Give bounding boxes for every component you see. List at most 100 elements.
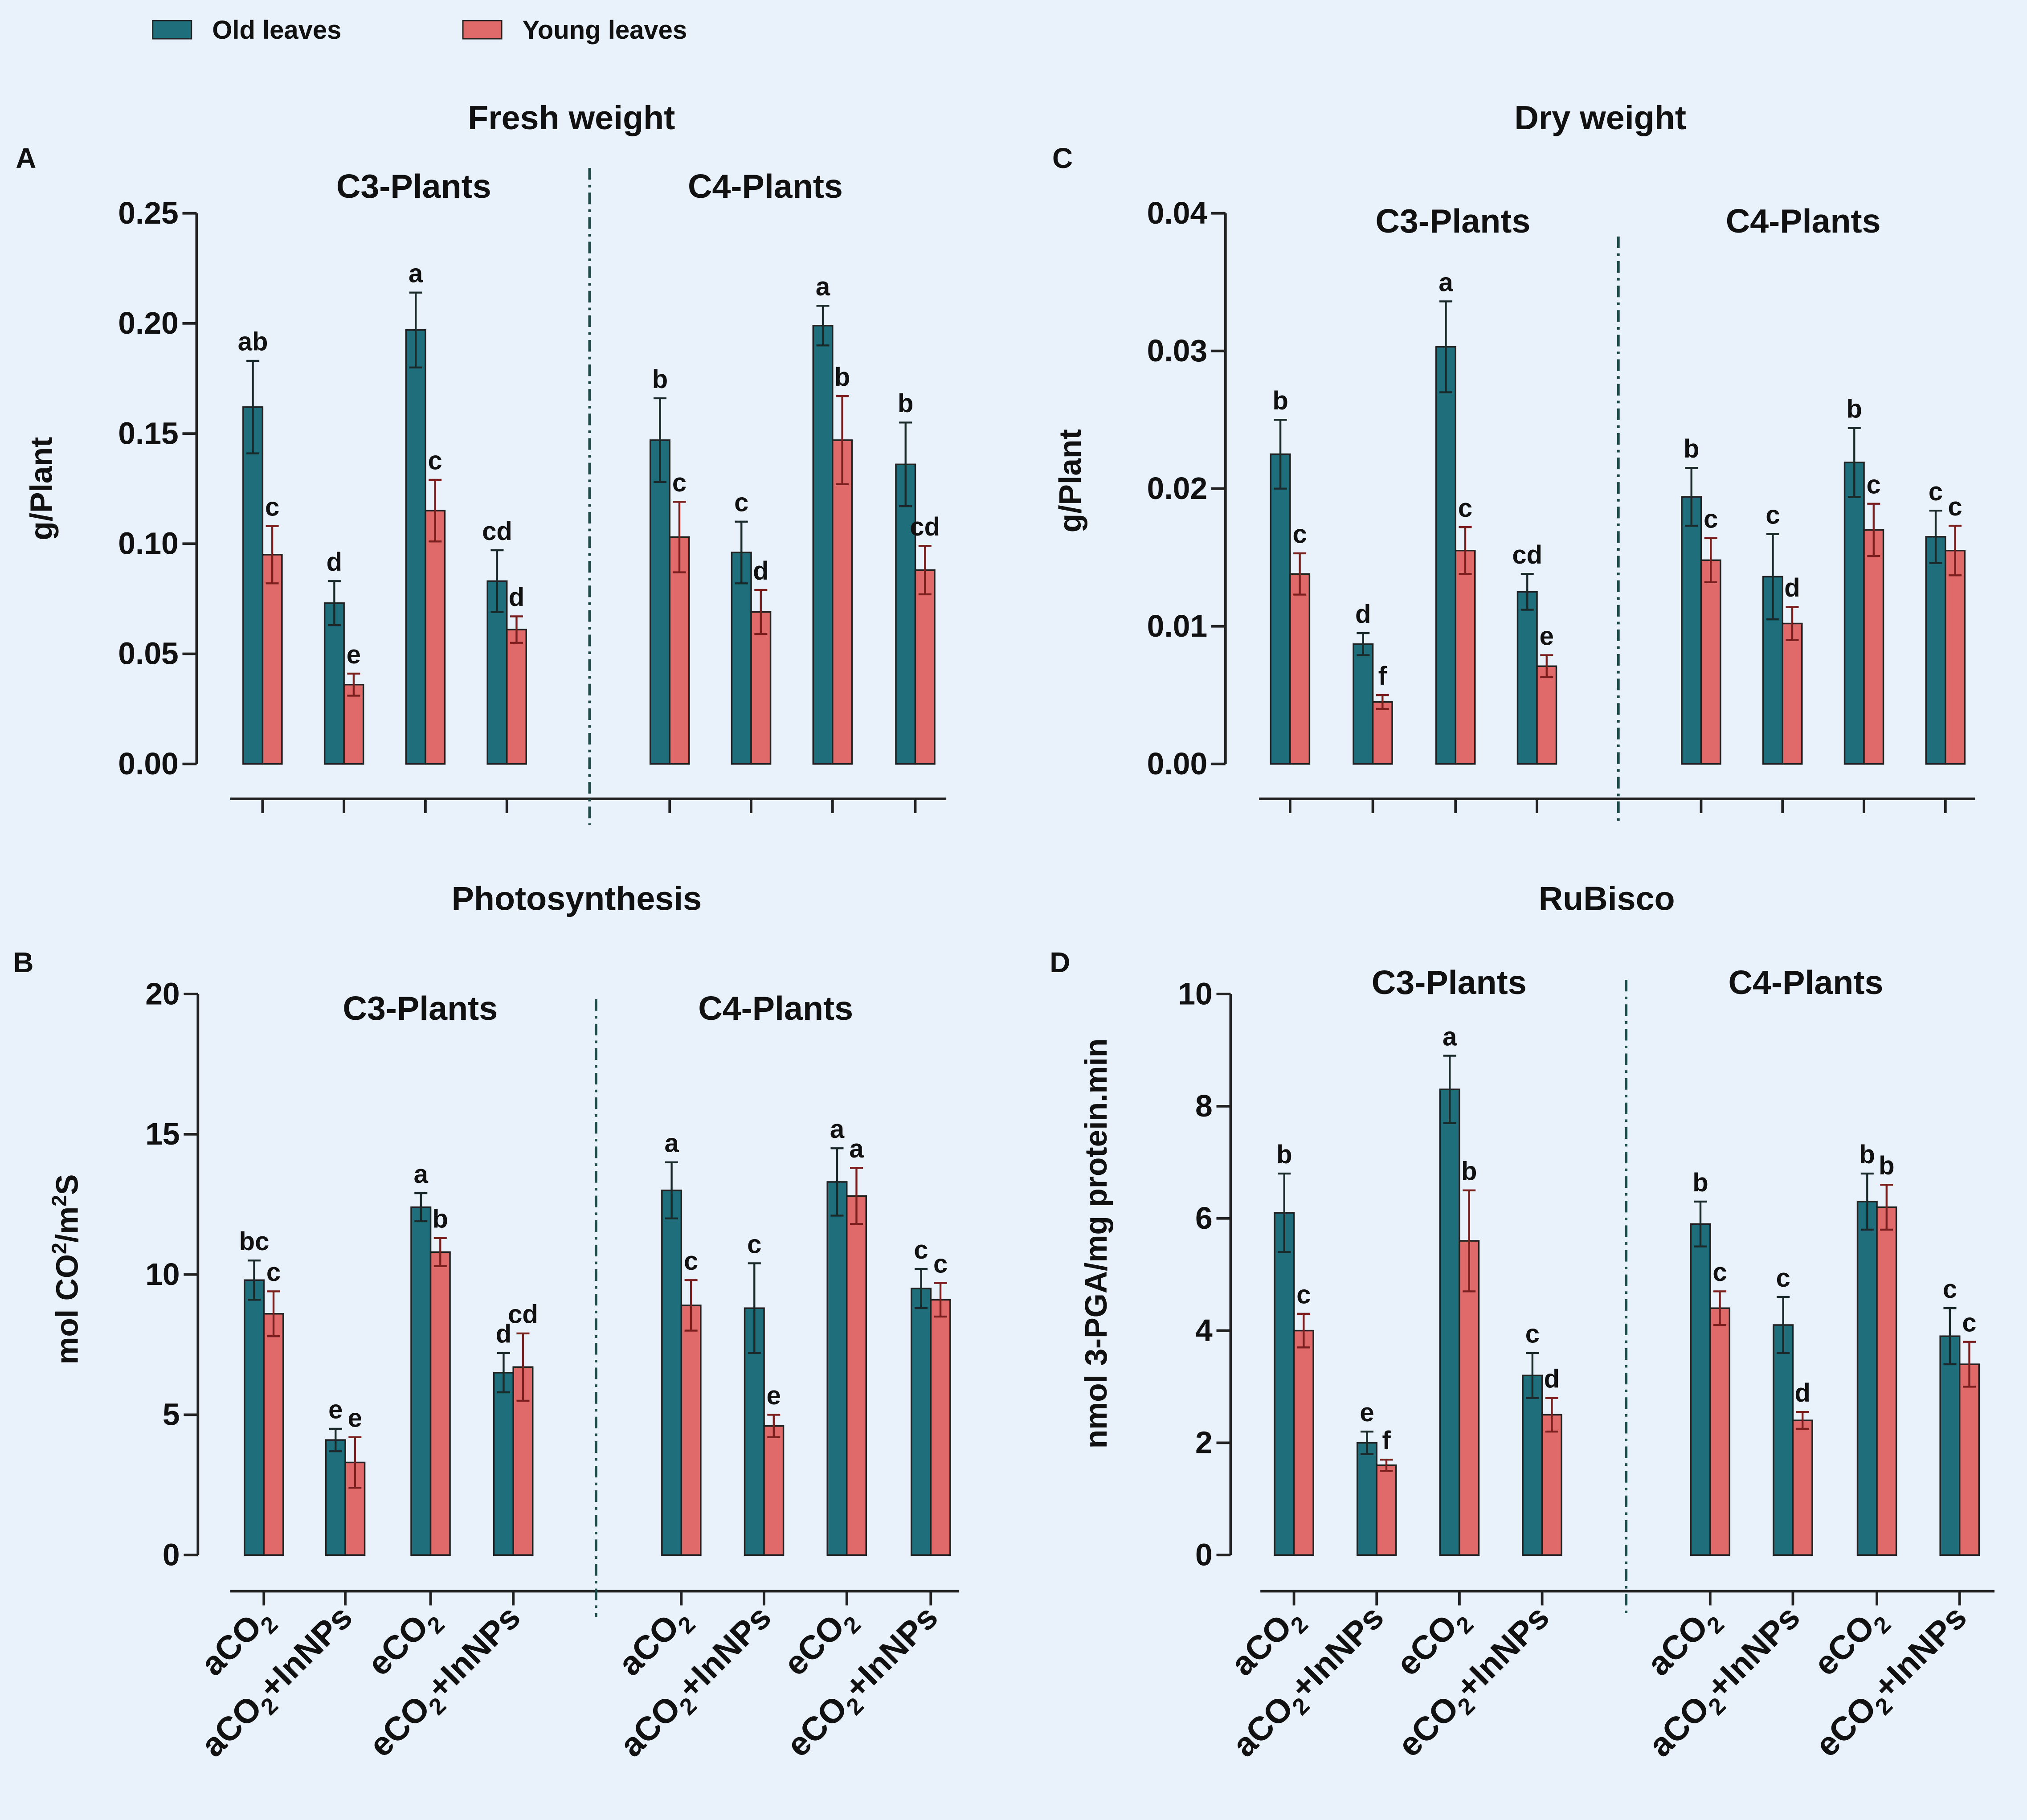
y-axis-label-C: g/Plant (1053, 429, 1087, 532)
bar-old-leaves (1856, 1201, 1878, 1556)
y-tick-label: 5 (163, 1397, 180, 1432)
y-tick-label: 4 (1195, 1313, 1213, 1348)
significance-letter-young: c (1948, 492, 1962, 521)
plot-area-A: 0.000.050.100.150.200.25abdacdcecdbcabcd… (118, 168, 947, 825)
significance-letter-young: c (1962, 1309, 1976, 1337)
x-tick-label: aCO2+InNPs (1641, 1598, 1812, 1769)
bar-young-leaves (1293, 1329, 1314, 1556)
significance-letter-young: c (1293, 520, 1307, 549)
significance-letter-old: b (898, 389, 913, 418)
significance-letter-old: c (734, 488, 748, 517)
significance-letter-old: bc (239, 1227, 270, 1256)
bar-old-leaves (1690, 1223, 1711, 1556)
group-label-A-c4: C4-Plants (688, 168, 843, 205)
bar-old-leaves (1681, 496, 1702, 765)
panel-C: C Dry weight g/Plant C3-Plants C4-Plants… (1052, 99, 1975, 825)
panel-A: A Fresh weight g/Plant C3-Plants C4-Plan… (16, 99, 947, 825)
significance-letter-young: d (509, 583, 524, 612)
bar-young-leaves (1372, 701, 1393, 765)
significance-letter-old: b (652, 365, 668, 394)
chart-title-B: Photosynthesis (452, 879, 702, 917)
significance-letter-old: c (1776, 1264, 1790, 1292)
significance-letter-young: d (753, 556, 768, 585)
x-tick-label-part: +InNPs (670, 1598, 778, 1706)
panel-letter-D: D (1050, 946, 1070, 978)
significance-letter-young: c (1704, 505, 1718, 534)
y-axis-label-B-part-a: mol CO (49, 1254, 84, 1365)
significance-letter-young: cd (508, 1300, 538, 1329)
significance-letter-young: c (684, 1247, 698, 1276)
y-tick-label: 0.01 (1147, 609, 1208, 643)
significance-letter-old: cd (482, 517, 512, 546)
x-tick-label-part: +InNPs (1699, 1598, 1807, 1706)
chart-title-A: Fresh weight (468, 99, 675, 136)
bar-young-leaves (763, 1425, 785, 1556)
panel-letter-A: A (16, 142, 36, 174)
y-tick-label: 2 (1195, 1425, 1213, 1460)
bar-young-leaves (930, 1299, 951, 1556)
significance-letter-young: a (849, 1134, 864, 1163)
y-tick-label: 0.00 (1147, 746, 1208, 781)
significance-letter-old: a (1439, 268, 1453, 297)
bar-old-leaves (1939, 1335, 1961, 1556)
bar-old-leaves (895, 463, 916, 765)
x-tick-label: eCO2+InNPs (1390, 1598, 1561, 1769)
y-tick-label: 10 (145, 1257, 180, 1292)
bar-young-leaves (1536, 665, 1557, 765)
bar-young-leaves (1863, 529, 1884, 765)
significance-letter-young: b (1461, 1157, 1477, 1186)
legend: Old leaves Young leaves (152, 16, 687, 45)
group-label-D-c3: C3-Plants (1372, 964, 1527, 1001)
bar-young-leaves (1700, 559, 1721, 765)
bar-young-leaves (343, 683, 364, 765)
x-tick-label: eCO2+InNPs (1808, 1598, 1978, 1769)
y-tick-label: 0.03 (1147, 333, 1208, 368)
significance-letter-young: cd (910, 512, 940, 541)
bar-young-leaves (1945, 549, 1966, 765)
y-tick-label: 0.10 (118, 526, 179, 560)
significance-letter-old: c (747, 1230, 761, 1259)
significance-letter-young: b (1879, 1151, 1894, 1180)
x-tick-label-part: +InNPs (1283, 1598, 1391, 1706)
significance-letter-old: a (830, 1115, 845, 1144)
bar-young-leaves (506, 629, 527, 765)
bar-young-leaves (680, 1305, 702, 1556)
y-tick-label: 0.00 (118, 746, 179, 781)
y-tick-label: 0 (163, 1537, 180, 1572)
bar-old-leaves (325, 1439, 346, 1556)
y-tick-label: 0.02 (1147, 471, 1208, 506)
bar-old-leaves (1353, 643, 1374, 765)
group-label-C-c3: C3-Plants (1375, 202, 1530, 240)
bar-young-leaves (263, 1313, 284, 1556)
significance-letter-old: b (1276, 1140, 1292, 1169)
panel-D: D RuBisco nmol 3-PGA/mg protein.min C3-P… (1050, 879, 1995, 1769)
bar-old-leaves (812, 325, 834, 765)
y-tick-label: 0 (1195, 1537, 1213, 1572)
x-tick-label: aCO2+InNPs (194, 1598, 364, 1769)
bar-young-leaves (846, 1195, 867, 1556)
bar-old-leaves (650, 439, 671, 765)
bar-young-leaves (1455, 549, 1476, 765)
group-label-A-c3: C3-Plants (336, 168, 491, 205)
bar-young-leaves (1709, 1307, 1731, 1556)
significance-letter-young: f (1382, 1426, 1391, 1455)
y-tick-label: 0.05 (118, 636, 179, 671)
bar-young-leaves (344, 1461, 366, 1556)
bar-old-leaves (493, 1372, 514, 1556)
y-tick-label: 0.25 (118, 196, 179, 230)
bar-young-leaves (832, 439, 853, 765)
y-axis-label-B-sup-1: 2 (47, 1243, 70, 1254)
bar-old-leaves (323, 602, 345, 765)
group-label-D-c4: C4-Plants (1729, 964, 1884, 1001)
significance-letter-old: e (1360, 1398, 1374, 1427)
y-tick-label: 8 (1195, 1088, 1213, 1123)
significance-letter-young: c (1712, 1258, 1727, 1287)
bar-old-leaves (1356, 1442, 1377, 1556)
plot-area-B: 05101520bceadcebcdacacceacaCO2aCO2+InNPs… (145, 976, 960, 1769)
bar-young-leaves (1958, 1363, 1980, 1556)
bar-young-leaves (262, 554, 283, 765)
bar-young-leaves (1289, 573, 1311, 765)
bar-old-leaves (405, 329, 426, 765)
x-tick-label-part: +InNPs (1866, 1598, 1974, 1706)
significance-letter-young: b (433, 1205, 448, 1234)
